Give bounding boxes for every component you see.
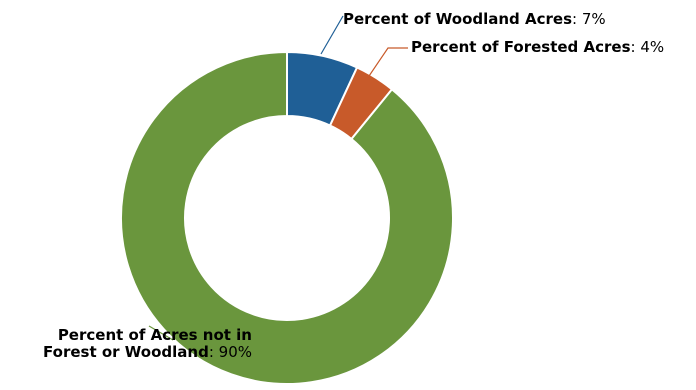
data-label-name: Percent of Forested Acres: [411, 38, 631, 56]
data-label-name: Percent of Woodland Acres: [343, 10, 572, 28]
leader-lines-layer: [148, 15, 408, 341]
data-label-name: Percent of Acres not in: [58, 326, 252, 344]
data-label-value: : 4%: [631, 38, 665, 56]
data-label-percent-of-acres-not-in-forest-or-woodland: Percent of Acres not in Forest or Woodlan…: [43, 326, 252, 361]
data-labels-layer: Percent of Woodland Acres: 7%Percent of …: [43, 10, 664, 361]
data-label-name: Forest or Woodland: [43, 343, 209, 361]
data-label-percent-of-woodland-acres: Percent of Woodland Acres: 7%: [343, 10, 606, 28]
slices-layer: [120, 50, 454, 385]
data-label-value: : 90%: [209, 343, 252, 361]
data-label-percent-of-forested-acres: Percent of Forested Acres: 4%: [411, 38, 664, 56]
leader-line-percent-of-forested-acres: [366, 47, 408, 80]
data-label-value: : 7%: [572, 10, 606, 28]
leader-line-percent-of-woodland-acres: [320, 15, 344, 55]
slice-percent-of-acres-not-in-forest-or-woodland: [120, 50, 454, 385]
leader-line-percent-of-acres-not-in-forest-or-woodland: [148, 325, 174, 341]
